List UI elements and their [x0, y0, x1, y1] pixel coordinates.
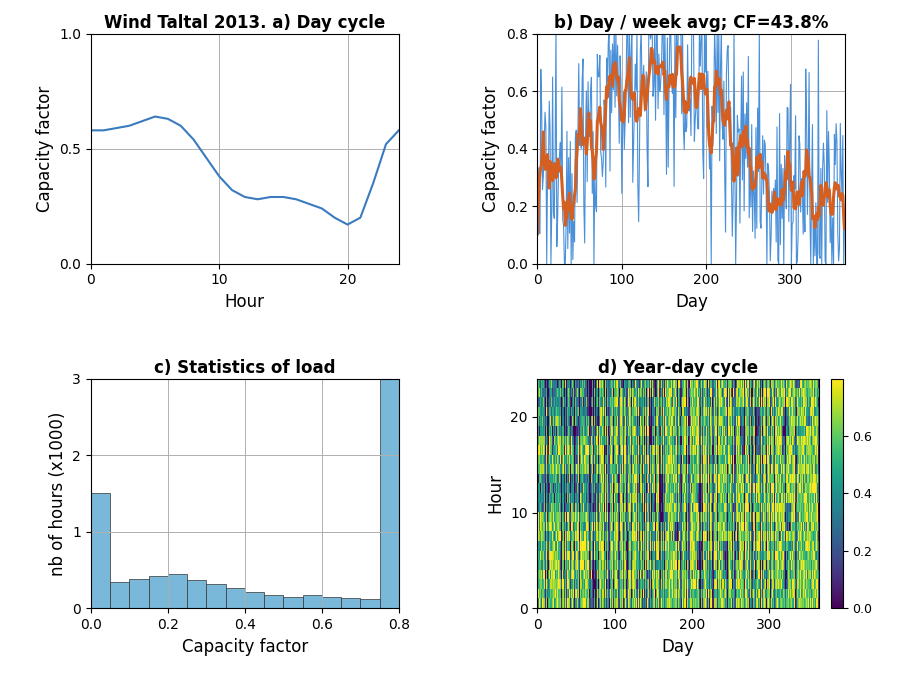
Title: d) Year-day cycle: d) Year-day cycle — [598, 359, 758, 377]
X-axis label: Hour: Hour — [225, 293, 265, 311]
Bar — [341, 598, 360, 608]
Y-axis label: nb of hours (x1000): nb of hours (x1000) — [49, 411, 66, 576]
Bar — [110, 581, 129, 608]
Bar — [225, 589, 245, 608]
Bar — [265, 595, 284, 608]
Title: c) Statistics of load: c) Statistics of load — [155, 359, 335, 377]
Bar — [168, 574, 187, 608]
Bar — [206, 584, 225, 608]
Y-axis label: Capacity factor: Capacity factor — [35, 86, 54, 212]
Bar — [284, 597, 303, 608]
Bar — [91, 493, 110, 608]
Bar — [129, 579, 149, 608]
Y-axis label: Hour: Hour — [486, 473, 504, 514]
Bar — [149, 576, 168, 608]
Bar — [187, 580, 206, 608]
X-axis label: Day: Day — [675, 293, 708, 311]
X-axis label: Day: Day — [662, 637, 694, 656]
Bar — [245, 592, 265, 608]
Y-axis label: Capacity factor: Capacity factor — [482, 86, 500, 212]
Bar — [303, 596, 322, 608]
X-axis label: Capacity factor: Capacity factor — [182, 637, 308, 656]
Bar — [322, 597, 341, 608]
Bar — [360, 599, 380, 608]
Title: Wind Taltal 2013. a) Day cycle: Wind Taltal 2013. a) Day cycle — [105, 14, 385, 32]
Title: b) Day / week avg; CF=43.8%: b) Day / week avg; CF=43.8% — [554, 14, 829, 32]
Bar — [380, 379, 399, 608]
